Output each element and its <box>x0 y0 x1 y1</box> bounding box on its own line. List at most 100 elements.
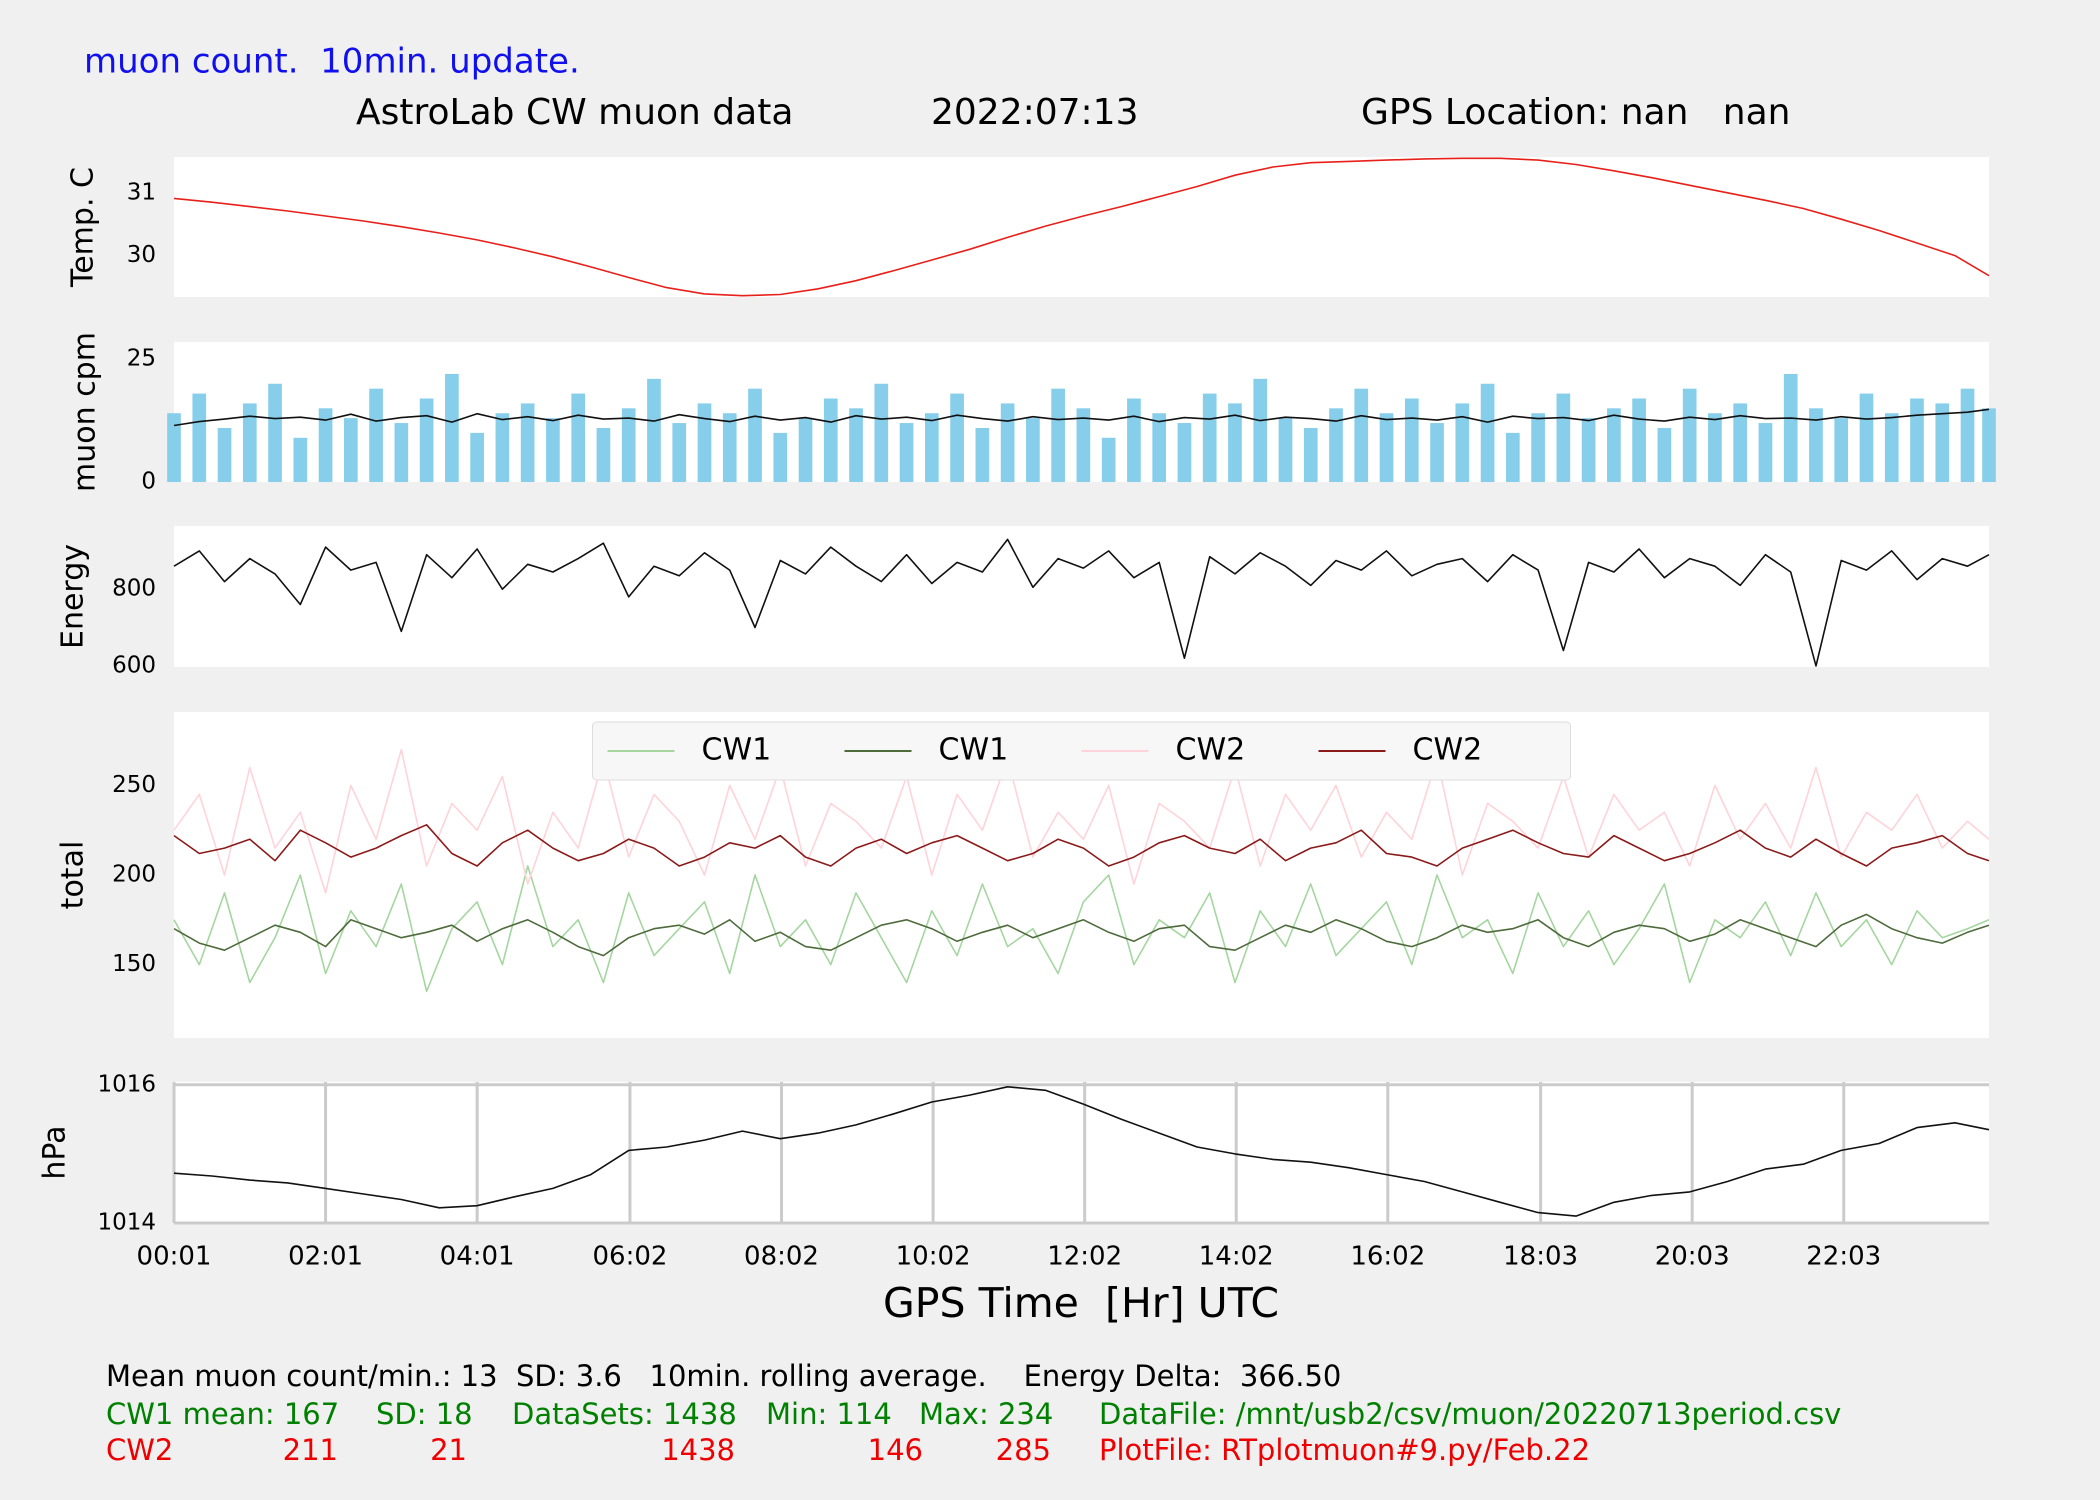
bar <box>318 408 333 482</box>
bar <box>1430 423 1444 482</box>
bar <box>823 398 838 482</box>
bar <box>369 388 383 482</box>
bar <box>419 398 434 482</box>
bar <box>1834 418 1849 482</box>
footer-cell: 285 <box>996 1433 1051 1467</box>
bar <box>1809 408 1823 482</box>
bar <box>924 413 939 482</box>
y-axis-label: Energy <box>56 544 91 649</box>
bar <box>1480 383 1495 482</box>
bar <box>1733 403 1748 482</box>
x-tick-label: 02:01 <box>288 1242 363 1272</box>
x-tick-label: 08:02 <box>744 1242 819 1272</box>
bar <box>1354 388 1369 482</box>
legend-label: CW1 <box>939 733 1009 768</box>
bar <box>242 403 257 482</box>
bar <box>1505 432 1520 482</box>
y-tick-label: 0 <box>141 469 156 495</box>
x-axis-label: GPS Time [Hr] UTC <box>883 1279 1279 1327</box>
bar <box>546 418 560 482</box>
bar <box>647 378 661 482</box>
y-tick-label: 1014 <box>97 1210 156 1236</box>
x-tick-label: 20:03 <box>1655 1242 1730 1272</box>
bar <box>1202 393 1217 482</box>
footer-cell: DataSets: 1438 <box>512 1397 737 1431</box>
summary: Mean muon count/min.: 13 SD: 3.6 10min. … <box>106 1359 1341 1393</box>
y-tick-label: 200 <box>112 862 156 888</box>
y-tick-label: 800 <box>112 576 156 602</box>
bar <box>1607 408 1621 482</box>
location: GPS Location: nan nan <box>1361 92 1790 133</box>
y-axis-label: muon cpm <box>68 332 103 492</box>
bar <box>1657 427 1672 482</box>
bar <box>1531 413 1545 482</box>
y-tick-label: 600 <box>112 652 156 678</box>
chart-title: AstroLab CW muon data <box>356 92 793 133</box>
bar <box>1935 403 1950 482</box>
y-tick-label: 31 <box>127 179 156 205</box>
footer-cell: 146 <box>868 1433 923 1467</box>
bar <box>1758 423 1773 482</box>
footer-cell: 1438 <box>661 1433 735 1467</box>
bar <box>1632 398 1646 482</box>
bar <box>1152 413 1167 482</box>
bar <box>495 413 510 482</box>
bar <box>621 408 636 482</box>
bar <box>1329 408 1343 482</box>
x-tick-label: 14:02 <box>1199 1242 1274 1272</box>
y-tick-label: 25 <box>127 346 156 372</box>
date: 2022:07:13 <box>931 92 1139 133</box>
bar <box>445 373 459 482</box>
bar <box>899 423 914 482</box>
bar <box>192 393 207 482</box>
bar <box>672 423 687 482</box>
bar <box>268 383 282 482</box>
bar <box>1859 393 1874 482</box>
y-axis-label: total <box>56 841 91 910</box>
bar <box>1960 388 1975 482</box>
footer-cell: DataFile: /mnt/usb2/csv/muon/20220713per… <box>1099 1397 1841 1431</box>
bar <box>748 388 762 482</box>
y-axis-label: hPa <box>38 1125 73 1179</box>
bar <box>1404 398 1419 482</box>
bar <box>1051 388 1065 482</box>
bar <box>167 413 181 482</box>
x-tick-label: 16:02 <box>1350 1242 1425 1272</box>
x-tick-label: 22:03 <box>1806 1242 1881 1272</box>
footer-cell: CW1 mean: 167 <box>106 1397 339 1431</box>
bar <box>293 437 308 482</box>
bar <box>1000 403 1015 482</box>
y-tick-label: 30 <box>127 242 156 268</box>
bar <box>1708 413 1722 482</box>
x-tick-label: 10:02 <box>896 1242 971 1272</box>
line <box>173 865 1990 993</box>
bar <box>1379 413 1394 482</box>
bar <box>571 393 586 482</box>
bar <box>1253 378 1268 482</box>
line <box>173 1086 1990 1217</box>
bar <box>1228 403 1242 482</box>
footer-cell: Max: 234 <box>919 1397 1053 1431</box>
x-tick-label: 12:02 <box>1047 1242 1122 1272</box>
panel <box>174 526 1989 667</box>
bar <box>1556 393 1571 482</box>
footer-cell: 211 <box>283 1433 338 1467</box>
line <box>173 913 1990 957</box>
legend-label: CW1 <box>702 733 772 768</box>
bar <box>1910 398 1924 482</box>
bar <box>975 427 990 482</box>
legend-label: CW2 <box>1413 733 1483 768</box>
y-tick-label: 1016 <box>97 1071 156 1097</box>
footer-cell: SD: 18 <box>376 1397 473 1431</box>
bar <box>722 413 737 482</box>
bar <box>1278 418 1293 482</box>
legend-label: CW2 <box>1176 733 1246 768</box>
bar <box>1026 418 1040 482</box>
bar <box>798 418 813 482</box>
y-tick-label: 250 <box>112 772 156 798</box>
bar <box>1982 408 1996 482</box>
bar <box>874 383 889 482</box>
bar <box>1177 423 1192 482</box>
footer-cell: CW2 <box>106 1433 173 1467</box>
